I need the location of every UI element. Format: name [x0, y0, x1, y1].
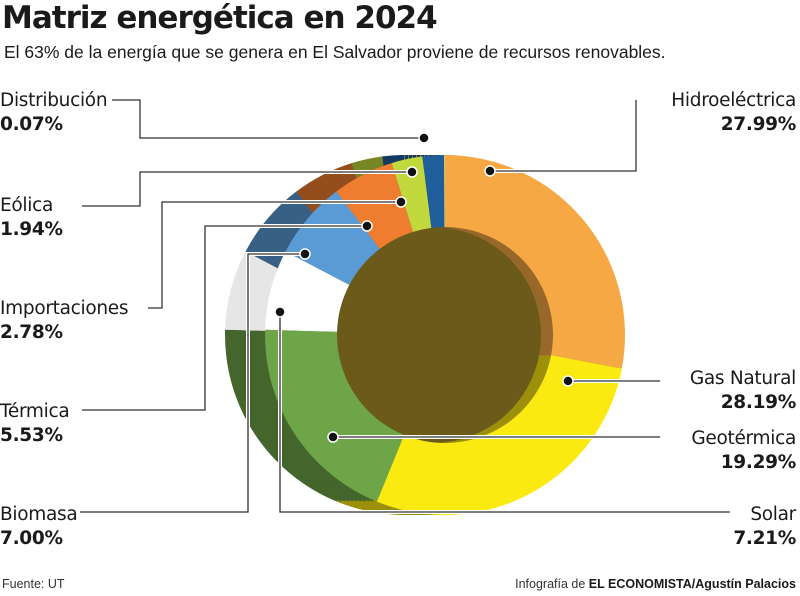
label-hidroelectrica: Hidroeléctrica 27.99%	[671, 90, 796, 135]
label-value: 2.78%	[0, 322, 63, 343]
label-name: Importaciones	[0, 298, 129, 319]
label-geotermica: Geotérmica 19.29%	[691, 428, 796, 473]
leader-dot-4	[299, 248, 311, 260]
leader-dot-0	[484, 165, 496, 177]
credit-note: Infografía de EL ECONOMISTA/Agustín Pala…	[515, 577, 796, 591]
credit-bold: EL ECONOMISTA/Agustín Palacios	[588, 577, 796, 591]
label-biomasa: Biomasa 7.00%	[0, 504, 78, 549]
leader-dot-3	[274, 306, 286, 318]
slice-5	[336, 163, 413, 249]
label-value: 7.21%	[733, 528, 796, 549]
leader-line-5	[82, 225, 367, 411]
label-value: 1.94%	[0, 219, 63, 240]
leader-line-4	[80, 253, 305, 513]
chart-subtitle: El 63% de la energía que se genera en El…	[4, 42, 666, 62]
label-value: 28.19%	[720, 392, 797, 413]
leader-line-0	[490, 100, 637, 172]
label-value: 7.00%	[0, 528, 63, 549]
label-name: Geotérmica	[691, 428, 796, 449]
slice-8	[444, 155, 445, 228]
label-name: Biomasa	[0, 504, 78, 525]
leader-line-6	[148, 201, 401, 309]
slice-4	[285, 191, 380, 285]
slice-0	[445, 155, 625, 369]
leader-dot-1	[562, 375, 574, 387]
label-name: Térmica	[0, 401, 70, 422]
chart-title: Matriz energética en 2024	[2, 0, 438, 36]
label-name: Solar	[750, 504, 796, 525]
leader-line-7	[82, 171, 412, 207]
label-eolica: Eólica 1.94%	[0, 195, 63, 240]
label-importaciones: Importaciones 2.78%	[0, 298, 129, 343]
credit-prefix: Infografía de	[515, 577, 589, 591]
slice-3	[265, 251, 350, 332]
slice-2	[265, 329, 405, 502]
leader-dot-2	[327, 431, 339, 443]
donut-hole-shadow	[325, 227, 541, 443]
label-value: 27.99%	[720, 114, 797, 135]
label-value: 5.53%	[0, 425, 63, 446]
label-termica: Térmica 5.53%	[0, 401, 70, 446]
label-name: Distribución	[0, 90, 108, 111]
label-solar: Solar 7.21%	[733, 504, 796, 549]
leader-line-8	[112, 99, 424, 139]
leader-line-3	[279, 312, 730, 513]
label-value: 0.07%	[0, 114, 63, 135]
slice-7	[422, 155, 445, 228]
leader-halo-8	[112, 98, 424, 140]
label-name: Eólica	[0, 195, 53, 216]
leader-dot-8	[418, 132, 430, 144]
leader-dot-6	[395, 196, 407, 208]
label-name: Hidroeléctrica	[671, 90, 796, 111]
label-distribucion: Distribución 0.07%	[0, 90, 108, 135]
label-name: Gas Natural	[689, 368, 796, 389]
leader-dot-5	[361, 220, 373, 232]
leader-dot-7	[406, 166, 418, 178]
label-gas-natural: Gas Natural 28.19%	[690, 368, 796, 413]
label-value: 19.29%	[720, 452, 797, 473]
leader-halo-0	[490, 100, 638, 173]
source-note: Fuente: UT	[2, 577, 65, 591]
slice-6	[391, 156, 432, 232]
